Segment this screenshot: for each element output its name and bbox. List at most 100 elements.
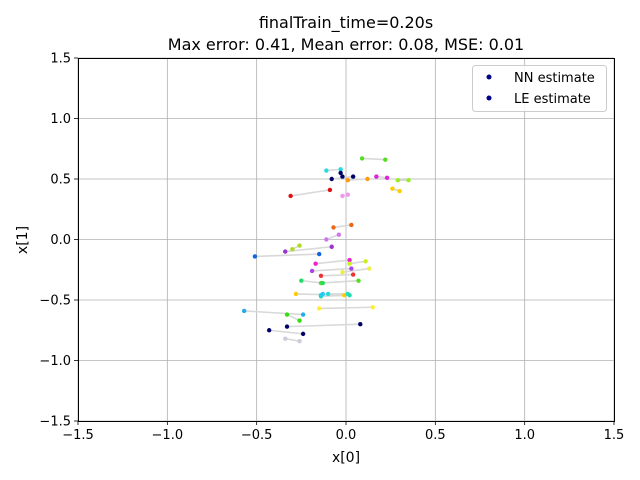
error-line xyxy=(315,259,350,265)
le-estimate-point xyxy=(340,174,345,179)
y-tick-label: −0.5 xyxy=(39,294,71,309)
nn-estimate-point xyxy=(356,278,361,283)
x-tick-label: 0.0 xyxy=(336,428,357,443)
le-estimate-point xyxy=(325,291,331,297)
nn-estimate-point xyxy=(358,322,363,327)
legend-box xyxy=(472,65,607,112)
le-estimate-point xyxy=(331,225,336,230)
error-line xyxy=(312,267,352,272)
x-tick-label: −1.0 xyxy=(152,428,184,443)
le-estimate-point xyxy=(300,312,306,317)
nn-estimate-point xyxy=(349,266,354,271)
le-estimate-point xyxy=(283,249,288,254)
error-line xyxy=(285,337,300,342)
le-estimate-point xyxy=(290,246,295,252)
le-estimate-point xyxy=(288,193,293,199)
nn-estimate-point xyxy=(345,192,350,197)
le-estimate-point xyxy=(345,178,350,183)
legend-marker-nn xyxy=(486,74,492,80)
nn-estimate-point xyxy=(241,308,247,314)
error-line xyxy=(333,224,352,229)
legend-label-le: LE estimate xyxy=(514,92,591,107)
error-line xyxy=(269,329,304,335)
nn-estimate-point xyxy=(320,280,325,286)
x-tick-label: 1.0 xyxy=(514,428,535,443)
nn-estimate-point xyxy=(367,266,372,271)
nn-estimate-point xyxy=(338,170,343,176)
error-line xyxy=(362,157,386,161)
error-line xyxy=(290,189,331,197)
estimate-pairs xyxy=(241,156,411,344)
error-line xyxy=(319,306,373,310)
nn-estimate-point xyxy=(324,168,329,173)
nn-estimate-point xyxy=(347,292,352,298)
nn-estimate-point xyxy=(347,257,352,263)
le-estimate-point xyxy=(284,324,290,329)
estimate-points xyxy=(241,156,411,344)
le-estimate-point xyxy=(340,193,345,199)
le-estimate-point xyxy=(406,178,411,183)
le-estimate-point xyxy=(340,269,345,275)
error-line xyxy=(326,168,341,172)
nn-estimate-point xyxy=(283,336,288,341)
nn-estimate-point xyxy=(266,328,272,333)
y-tick-label: −1.5 xyxy=(39,415,71,430)
le-estimate-point xyxy=(309,268,315,274)
x-tick-label: 0.5 xyxy=(425,428,446,443)
nn-estimate-point xyxy=(284,312,290,317)
legend-marker-le xyxy=(486,95,492,101)
nn-estimate-point xyxy=(365,176,370,182)
le-estimate-point xyxy=(317,306,322,311)
x-tick-label: −0.5 xyxy=(241,428,273,443)
nn-estimate-point xyxy=(297,243,302,248)
nn-estimate-point xyxy=(349,222,354,228)
le-estimate-point xyxy=(397,188,402,194)
legend-label-nn: NN estimate xyxy=(514,71,595,86)
le-estimate-point xyxy=(297,318,302,323)
grid xyxy=(77,57,615,422)
x-tick-label: 1.5 xyxy=(604,428,625,443)
le-estimate-point xyxy=(383,157,388,162)
error-line xyxy=(342,267,370,273)
nn-estimate-point xyxy=(350,174,356,179)
y-tick-label: 0.5 xyxy=(50,173,71,188)
error-line xyxy=(320,279,359,284)
nn-estimate-point xyxy=(350,272,356,277)
y-axis-label: x[1] xyxy=(15,226,31,254)
le-estimate-point xyxy=(293,291,299,297)
nn-estimate-point xyxy=(317,251,322,257)
le-estimate-point xyxy=(252,254,258,259)
error-line xyxy=(244,310,304,316)
nn-estimate-point xyxy=(329,244,334,249)
le-estimate-point xyxy=(347,261,352,266)
nn-estimate-point xyxy=(363,259,368,264)
error-line xyxy=(287,323,361,328)
le-estimate-point xyxy=(318,273,324,278)
chart-title-line1: finalTrain_time=0.20s xyxy=(259,13,433,33)
le-estimate-point xyxy=(300,331,306,337)
nn-estimate-point xyxy=(359,156,365,161)
axis-ticks: −1.5 −1.0 −0.5 0.0 0.5 1.0 1.5 −1.5 −1.0 −0.5 0.0 0… xyxy=(39,52,624,444)
error-lines xyxy=(244,157,409,342)
le-estimate-point xyxy=(338,167,343,172)
nn-estimate-point xyxy=(320,291,325,297)
nn-estimate-point xyxy=(374,174,379,179)
le-estimate-point xyxy=(313,261,318,266)
nn-estimate-point xyxy=(390,186,395,191)
error-line xyxy=(320,273,354,277)
y-tick-label: 0.0 xyxy=(50,233,71,248)
y-tick-label: −1.0 xyxy=(39,354,71,369)
le-estimate-point xyxy=(384,175,390,180)
nn-estimate-point xyxy=(395,178,401,183)
x-tick-label: −1.5 xyxy=(62,428,94,443)
le-estimate-point xyxy=(297,338,302,344)
error-line xyxy=(254,253,320,258)
legend: NN estimate LE estimate xyxy=(472,65,607,112)
nn-estimate-point xyxy=(327,187,333,193)
nn-estimate-point xyxy=(336,232,342,237)
le-estimate-point xyxy=(324,237,329,242)
error-line xyxy=(347,178,368,182)
plot-frame xyxy=(78,58,615,422)
error-line xyxy=(349,260,366,265)
